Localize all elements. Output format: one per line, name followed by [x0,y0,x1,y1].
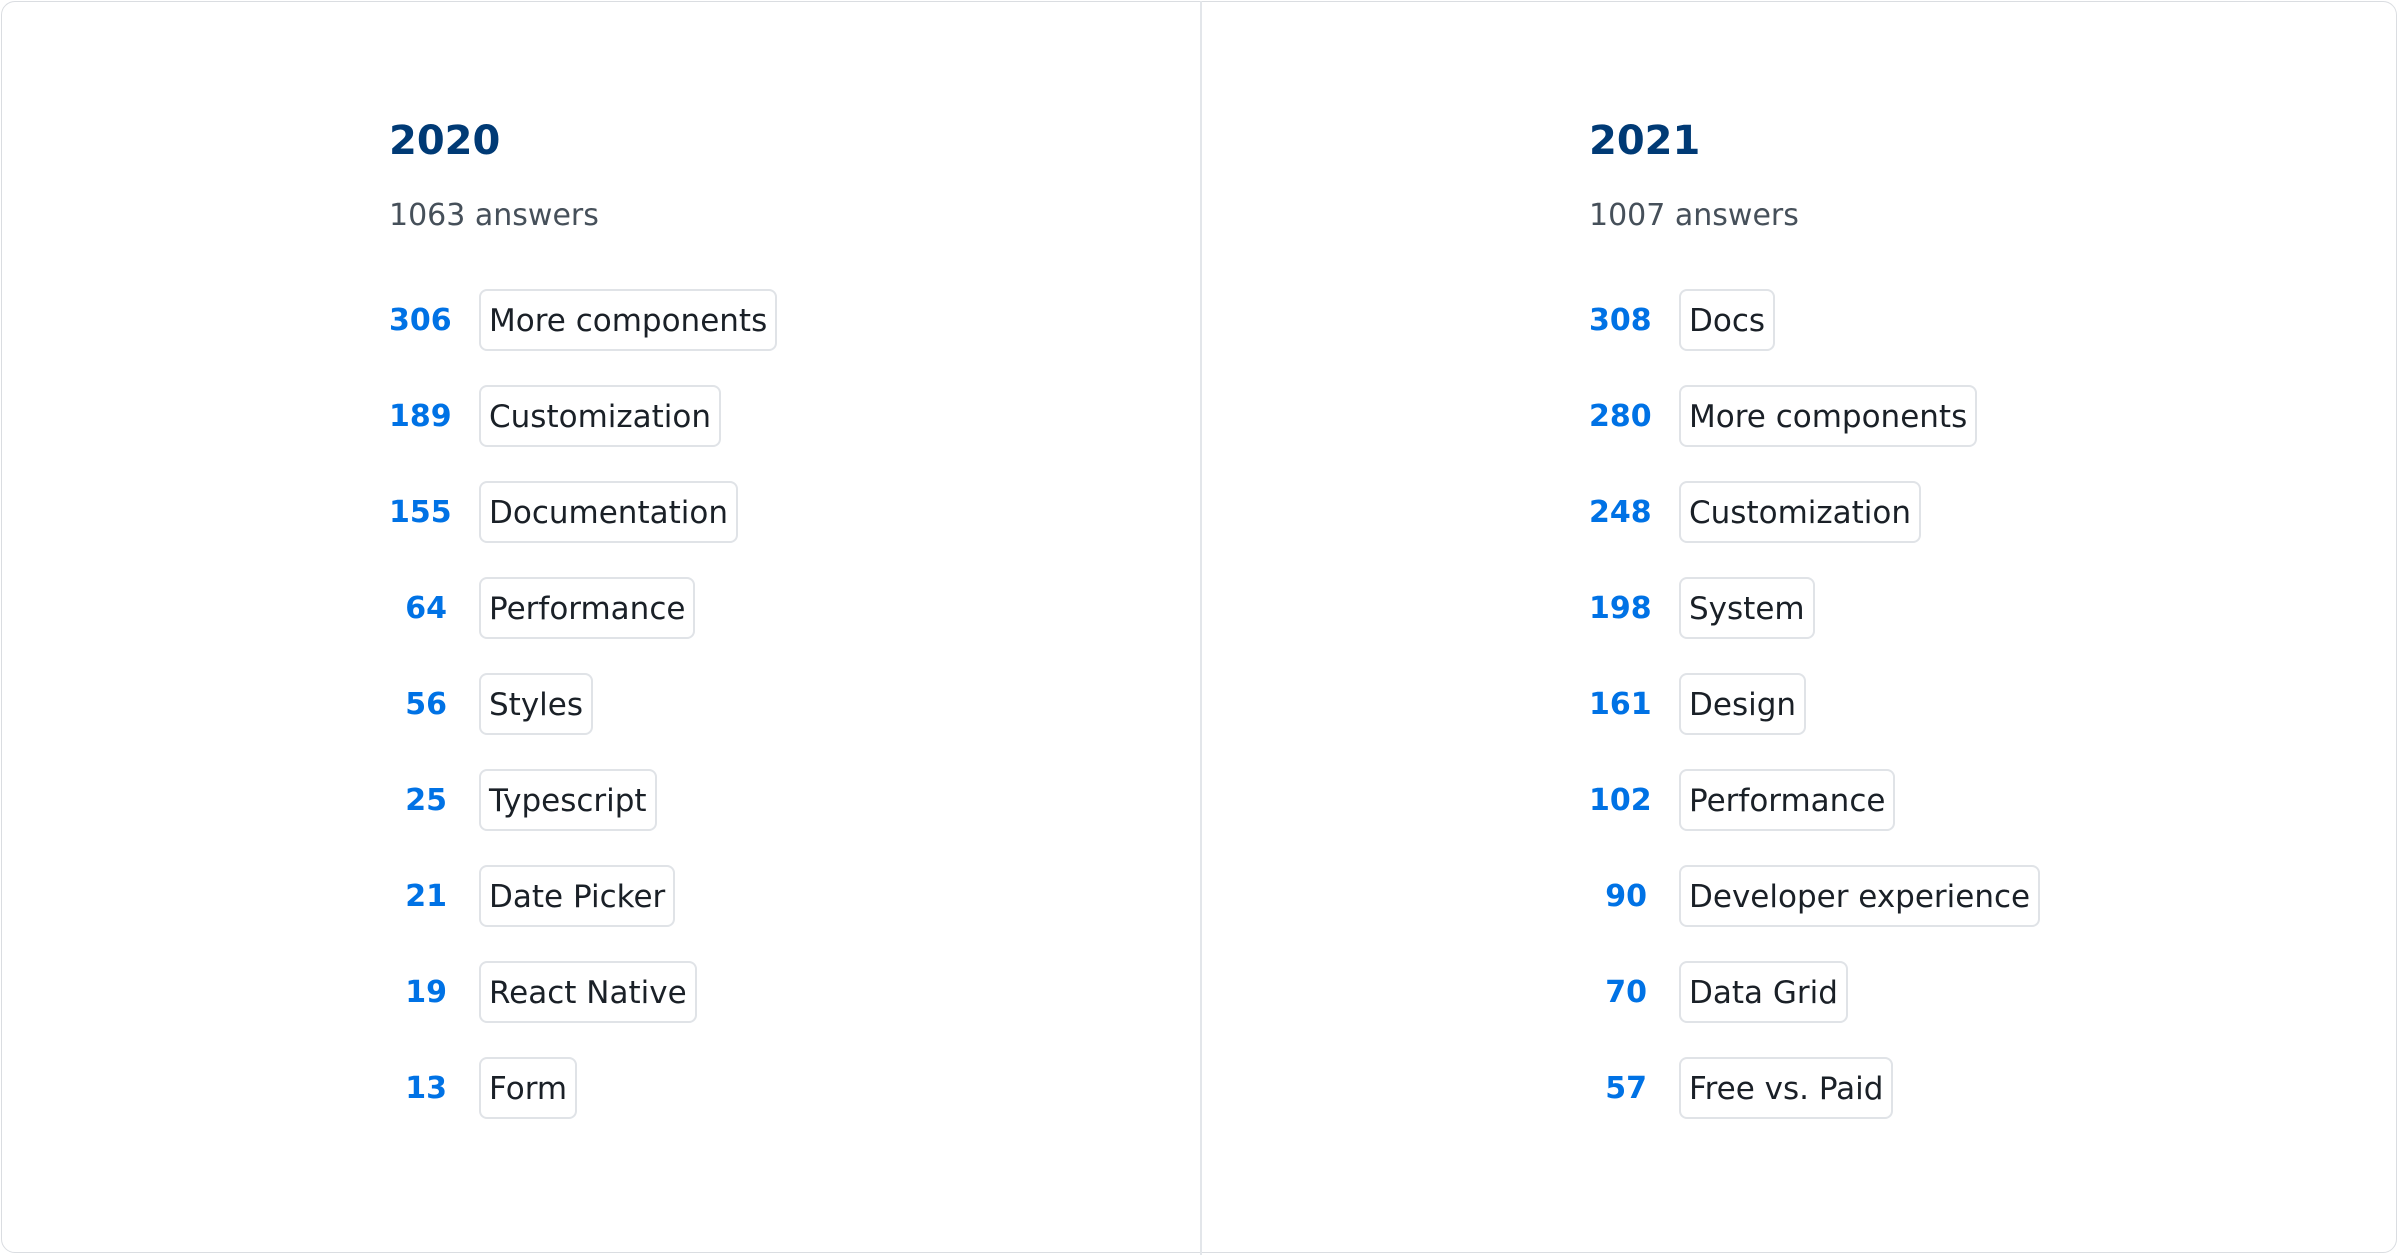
item-label-chip: Performance [1679,769,1896,831]
list-item: 19 React Native [389,944,777,1040]
item-label-chip: Performance [479,577,696,639]
item-count: 189 [389,398,452,434]
item-label-chip: Developer experience [1679,865,2041,927]
list-item: 248 Customization [1589,464,2040,560]
answers-count: 1007 answers [1589,198,1799,233]
list-item: 21 Date Picker [389,848,777,944]
column-2021: 2021 1007 answers 308 Docs 280 More compone… [1589,112,2041,1136]
item-label-chip: More components [1679,385,1978,447]
item-label-chip: Typescript [479,769,657,831]
item-label-chip: Free vs. Paid [1679,1057,1894,1119]
item-count: 198 [1589,590,1652,626]
item-count: 57 [1605,1070,1647,1106]
answers-count: 1063 answers [389,198,599,233]
item-count: 155 [389,494,452,530]
item-count: 13 [405,1070,447,1106]
item-count: 308 [1589,302,1652,338]
item-count: 70 [1605,974,1647,1010]
list-item: 57 Free vs. Paid [1589,1040,2040,1136]
item-count: 161 [1589,686,1652,722]
column-2020: 2020 1063 answers 306 More components 189 C… [389,112,778,1136]
item-count: 280 [1589,398,1652,434]
item-count: 102 [1589,782,1652,818]
list-item: 308 Docs [1589,272,2040,368]
item-count: 56 [405,686,447,722]
item-label-chip: Styles [479,673,594,735]
list-item: 280 More components [1589,368,2040,464]
item-label-chip: System [1679,577,1815,639]
list-item: 64 Performance [389,560,777,656]
column-divider [1200,1,1202,1255]
list-item: 102 Performance [1589,752,2040,848]
item-label-chip: Customization [1679,481,1922,543]
year-heading: 2021 [1589,118,1701,164]
item-label-chip: Design [1679,673,1807,735]
item-count: 306 [389,302,452,338]
item-list: 306 More components 189 Customization 155 Doc… [389,272,778,1136]
list-item: 90 Developer experience [1589,848,2041,944]
list-item: 189 Customization [389,368,777,464]
item-label-chip: Customization [479,385,722,447]
item-count: 64 [405,590,447,626]
list-item: 161 Design [1589,656,2040,752]
list-item: 25 Typescript [389,752,777,848]
item-count: 90 [1605,878,1647,914]
list-item: 306 More components [389,272,778,368]
item-label-chip: Docs [1679,289,1776,351]
item-label-chip: React Native [479,961,697,1023]
item-label-chip: Documentation [479,481,738,543]
item-count: 248 [1589,494,1652,530]
list-item: 70 Data Grid [1589,944,2040,1040]
year-heading: 2020 [389,118,501,164]
item-count: 25 [405,782,447,818]
list-item: 198 System [1589,560,2040,656]
item-label-chip: Form [479,1057,578,1119]
item-count: 21 [405,878,447,914]
item-list: 308 Docs 280 More components 248 Customizatio… [1589,272,2041,1136]
item-label-chip: Date Picker [479,865,676,927]
list-item: 56 Styles [389,656,777,752]
item-label-chip: More components [479,289,778,351]
list-item: 13 Form [389,1040,777,1136]
item-label-chip: Data Grid [1679,961,1848,1023]
item-count: 19 [405,974,447,1010]
list-item: 155 Documentation [389,464,777,560]
